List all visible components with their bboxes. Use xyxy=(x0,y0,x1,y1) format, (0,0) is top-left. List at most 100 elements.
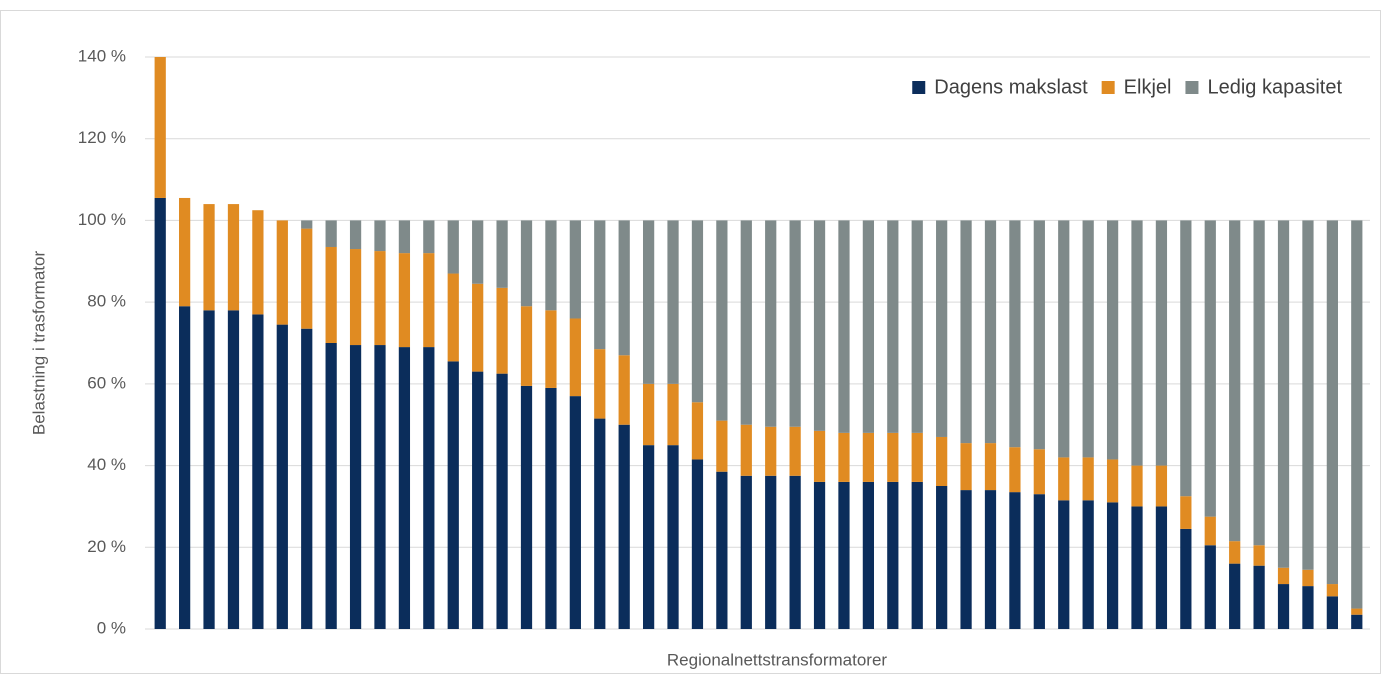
bar-segment xyxy=(374,220,386,252)
bar-segment xyxy=(545,220,557,311)
bar-segment xyxy=(1155,506,1168,629)
y-tick-label: 140 % xyxy=(78,46,126,65)
bar-segment xyxy=(203,204,215,311)
bar-segment xyxy=(838,432,850,482)
bar-segment xyxy=(789,220,801,427)
bar-segment xyxy=(423,253,435,348)
bar-segment xyxy=(179,197,191,307)
bar-segment xyxy=(691,459,704,629)
bar-segment xyxy=(301,228,313,329)
bar-segment xyxy=(301,328,313,629)
legend-swatch xyxy=(1185,81,1199,94)
bar-segment xyxy=(496,373,508,629)
bar-segment xyxy=(1106,459,1119,503)
bar-segment xyxy=(642,383,655,446)
bar-segment xyxy=(667,220,679,384)
bar-segment xyxy=(1302,220,1314,570)
bar-segment xyxy=(1180,496,1192,529)
bar-segment xyxy=(984,220,997,444)
bar-segment xyxy=(179,306,191,629)
y-tick-label: 80 % xyxy=(87,292,126,311)
bar-segment xyxy=(936,220,948,437)
bar-segment xyxy=(1082,220,1094,458)
bar-segment xyxy=(398,220,411,254)
bar-segment xyxy=(1033,449,1045,495)
y-tick-label: 100 % xyxy=(78,210,126,229)
bar-segment xyxy=(301,220,313,229)
bar-segment xyxy=(887,432,899,482)
bar-segment xyxy=(1302,569,1314,587)
bar-segment xyxy=(691,402,704,460)
bar-segment xyxy=(1155,220,1168,466)
bar-segment xyxy=(349,345,362,629)
bar-segment xyxy=(227,310,240,629)
legend-label: Dagens makslast xyxy=(934,76,1088,98)
bar-segment xyxy=(1277,567,1290,585)
bar-segment xyxy=(887,220,899,433)
bar-segment xyxy=(911,481,923,629)
bar-segment xyxy=(472,283,484,372)
bar-segment xyxy=(594,220,606,350)
bar-segment xyxy=(887,481,899,629)
bar-segment xyxy=(325,220,337,247)
bar-segment xyxy=(398,347,411,629)
bar-segment xyxy=(1302,586,1314,629)
bar-segment xyxy=(862,432,875,482)
bar-segment xyxy=(520,220,533,307)
bar-segment xyxy=(691,220,704,403)
bar-segment xyxy=(813,481,826,629)
bar-segment xyxy=(960,220,972,444)
bar-segment xyxy=(740,475,752,629)
bar-segment xyxy=(252,210,264,315)
bar-segment xyxy=(1131,220,1143,466)
bar-segment xyxy=(936,436,948,486)
bar-segment xyxy=(1204,516,1216,546)
bar-segment xyxy=(1131,506,1143,629)
bar-segment xyxy=(447,273,459,362)
legend-label: Ledig kapasitet xyxy=(1207,76,1342,98)
bar-segment xyxy=(618,220,630,356)
legend-swatch xyxy=(912,81,926,94)
bar-segment xyxy=(374,251,386,346)
bar-segment xyxy=(838,481,850,629)
bar-segment xyxy=(423,347,435,629)
bar-segment xyxy=(1326,220,1338,585)
bar-segment xyxy=(862,481,875,629)
bar-segment xyxy=(423,220,435,254)
bar-segment xyxy=(1277,220,1290,568)
bar-segment xyxy=(984,443,997,491)
bar-segment xyxy=(936,486,948,629)
bar-segment xyxy=(960,443,972,491)
bar-segment xyxy=(911,432,923,482)
bar-segment xyxy=(1131,465,1143,507)
bar-segment xyxy=(789,475,801,629)
bar-segment xyxy=(325,246,337,343)
bar-segment xyxy=(154,197,166,629)
bar-segment xyxy=(1033,220,1045,450)
bar-segment xyxy=(1009,220,1021,448)
bar-segment xyxy=(447,220,459,274)
bar-segment xyxy=(862,220,875,433)
bar-segment xyxy=(911,220,923,433)
bar-segment xyxy=(1155,465,1168,507)
bar-segment xyxy=(642,220,655,384)
bar-segment xyxy=(594,418,606,629)
legend-swatch xyxy=(1101,81,1115,94)
bar-segment xyxy=(545,310,557,388)
bar-segment xyxy=(716,420,728,472)
bar-segment xyxy=(496,287,508,374)
x-axis-title: Regionalnettstransformatorer xyxy=(667,650,888,669)
y-tick-label: 40 % xyxy=(87,455,126,474)
bar-segment xyxy=(1204,220,1216,517)
bar-segment xyxy=(1253,565,1265,629)
y-tick-label: 120 % xyxy=(78,128,126,147)
bar-segment xyxy=(1009,492,1021,629)
y-tick-label: 60 % xyxy=(87,373,126,392)
bar-segment xyxy=(1106,220,1119,460)
bar-segment xyxy=(667,445,679,629)
bar-segment xyxy=(520,385,533,629)
bar-segment xyxy=(1180,220,1192,497)
bar-segment xyxy=(349,220,362,250)
bar-segment xyxy=(789,426,801,476)
y-tick-label: 20 % xyxy=(87,537,126,556)
